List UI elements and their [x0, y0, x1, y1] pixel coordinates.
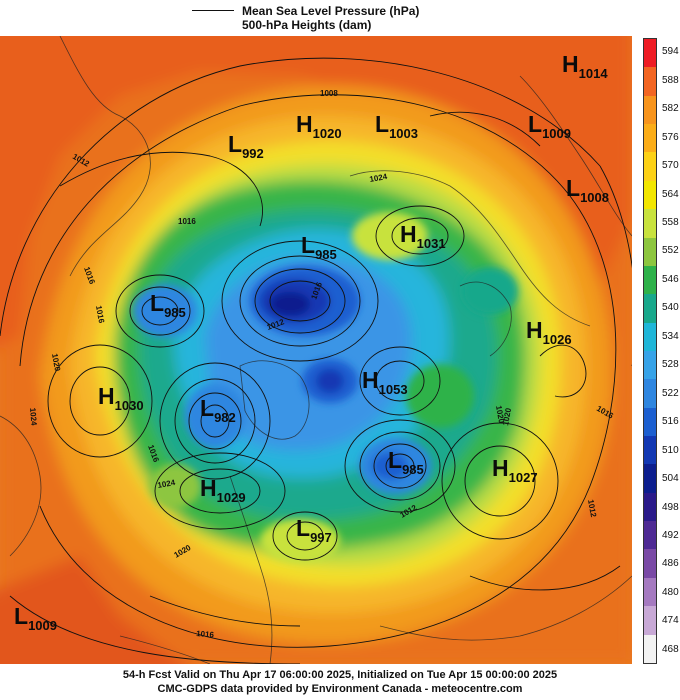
colorbar-cell: [644, 237, 656, 266]
colorbar-cell: [644, 294, 656, 323]
high-pressure-center: H1030: [98, 383, 144, 413]
colorbar-cell: [644, 322, 656, 351]
low-pressure-center: L997: [296, 515, 332, 545]
legend-isobar-row: Mean Sea Level Pressure (hPa): [192, 3, 419, 18]
colorbar-cell: [644, 407, 656, 437]
isobar-value-label: 1024: [28, 407, 39, 426]
colorbar-tick-label: 510: [662, 444, 679, 456]
colorbar-cell: [644, 634, 656, 663]
colorbar-tick-label: 504: [662, 473, 679, 485]
colorbar-cell: [644, 67, 656, 96]
isobar-value-label: 1016: [178, 217, 196, 226]
colorbar-tick-label: 588: [662, 74, 679, 86]
colorbar-cell: [644, 39, 656, 68]
isobars: [0, 57, 632, 664]
high-pressure-center: H1053: [362, 367, 408, 397]
low-pressure-center: L1008: [566, 175, 609, 205]
colorbar-tick-label: 468: [662, 643, 679, 655]
colorbar-cell: [644, 124, 656, 153]
colorbar-tick-label: 480: [662, 586, 679, 598]
isobar-value-label: 1016: [94, 305, 106, 325]
height-colorbar: [643, 38, 657, 664]
colorbar-tick-label: 582: [662, 103, 679, 115]
colorbar-tick-label: 516: [662, 416, 679, 428]
isobar-line-swatch: [192, 10, 234, 11]
low-pressure-center: L1003: [375, 111, 418, 141]
pressure-centers: H1014 H1020 L1003 L992 L1009 L1008 H1031 L985 L9…: [14, 51, 609, 633]
isobar-value-label: 1020: [494, 405, 506, 425]
isobar-value-label: 1020: [501, 407, 513, 427]
forecast-valid-text: 54-h Fcst Valid on Thu Apr 17 06:00:00 2…: [122, 669, 558, 681]
low-pressure-center: L982: [200, 395, 236, 425]
coastlines: [0, 36, 632, 664]
colorbar-tick-label: 528: [662, 359, 679, 371]
high-pressure-center: H1031: [400, 221, 446, 251]
colorbar-tick-label: 492: [662, 529, 679, 541]
data-credit-text: CMC-GDPS data provided by Environment Ca…: [157, 683, 523, 695]
colorbar-cell: [644, 180, 656, 210]
isobar-value-label: 1012: [586, 499, 598, 519]
high-pressure-center: H1014: [562, 51, 608, 81]
low-pressure-center: L1009: [14, 603, 57, 633]
isobar-value-label: 1008: [320, 89, 338, 98]
colorbar-tick-label: 474: [662, 615, 679, 627]
colorbar-cell: [644, 209, 656, 238]
legend-isobar-label: Mean Sea Level Pressure (hPa): [242, 3, 420, 18]
colorbar-tick-label: 576: [662, 131, 679, 143]
colorbar-tick-label: 534: [662, 330, 679, 342]
colorbar-cell: [644, 492, 656, 522]
colorbar-cell: [644, 379, 656, 408]
colorbar-cell: [644, 521, 656, 550]
high-pressure-center: H1026: [526, 317, 572, 347]
isobar-value-label: 1020: [50, 353, 62, 373]
colorbar-tick-label: 594: [662, 46, 679, 58]
colorbar-tick-label: 564: [662, 188, 679, 200]
colorbar-cell: [644, 265, 656, 295]
forecast-map: 1012 1016 1020 1024 1016 1008 1012 1016 1020 1016…: [0, 36, 632, 664]
high-pressure-center: H1029: [200, 475, 246, 505]
colorbar-tick-label: 558: [662, 216, 679, 228]
low-pressure-center: L1009: [528, 111, 571, 141]
colorbar-cell: [644, 606, 656, 635]
colorbar-tick-label: 486: [662, 558, 679, 570]
colorbar-tick-label: 522: [662, 387, 679, 399]
colorbar-tick-label: 570: [662, 160, 679, 172]
legend-header: Mean Sea Level Pressure (hPa) 500-hPa He…: [0, 0, 680, 36]
high-pressure-center: H1027: [492, 455, 538, 485]
colorbar-tick-label: 498: [662, 501, 679, 513]
colorbar-cell: [644, 549, 656, 578]
legend-height-label: 500-hPa Heights (dam): [242, 17, 372, 32]
colorbar-cell: [644, 350, 656, 380]
isobar-value-label: 1024: [369, 172, 389, 184]
footer: 54-h Fcst Valid on Thu Apr 17 06:00:00 2…: [0, 668, 680, 696]
colorbar-cell: [644, 152, 656, 181]
high-pressure-center: H1020: [296, 111, 342, 141]
colorbar-tick-label: 552: [662, 245, 679, 257]
low-pressure-center: L985: [150, 290, 186, 320]
colorbar-cell: [644, 436, 656, 465]
colorbar-tick-label: 540: [662, 302, 679, 314]
colorbar-tick-label: 546: [662, 273, 679, 285]
low-pressure-center: L992: [228, 131, 264, 161]
colorbar-cell: [644, 577, 656, 607]
colorbar-cell: [644, 95, 656, 125]
low-pressure-center: L985: [388, 447, 424, 477]
colorbar-cell: [644, 464, 656, 493]
legend-height-row: 500-hPa Heights (dam): [192, 17, 371, 32]
low-pressure-center: L985: [301, 232, 337, 262]
isobar-value-label: 1024: [157, 478, 177, 490]
isobar-value-label: 1016: [196, 629, 215, 640]
trough-cores: [133, 212, 518, 563]
